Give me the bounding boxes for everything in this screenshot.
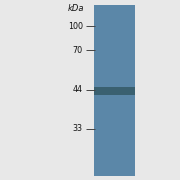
Text: kDa: kDa — [68, 4, 85, 13]
Text: 44: 44 — [73, 86, 83, 94]
Bar — [94, 4, 135, 176]
Bar — [94, 87, 135, 94]
Text: 33: 33 — [73, 124, 83, 133]
Text: 100: 100 — [68, 22, 83, 31]
Text: 70: 70 — [73, 46, 83, 55]
